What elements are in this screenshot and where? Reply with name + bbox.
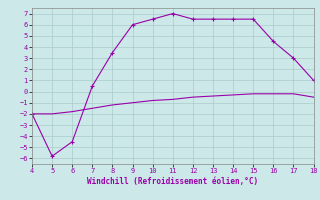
X-axis label: Windchill (Refroidissement éolien,°C): Windchill (Refroidissement éolien,°C) — [87, 177, 258, 186]
